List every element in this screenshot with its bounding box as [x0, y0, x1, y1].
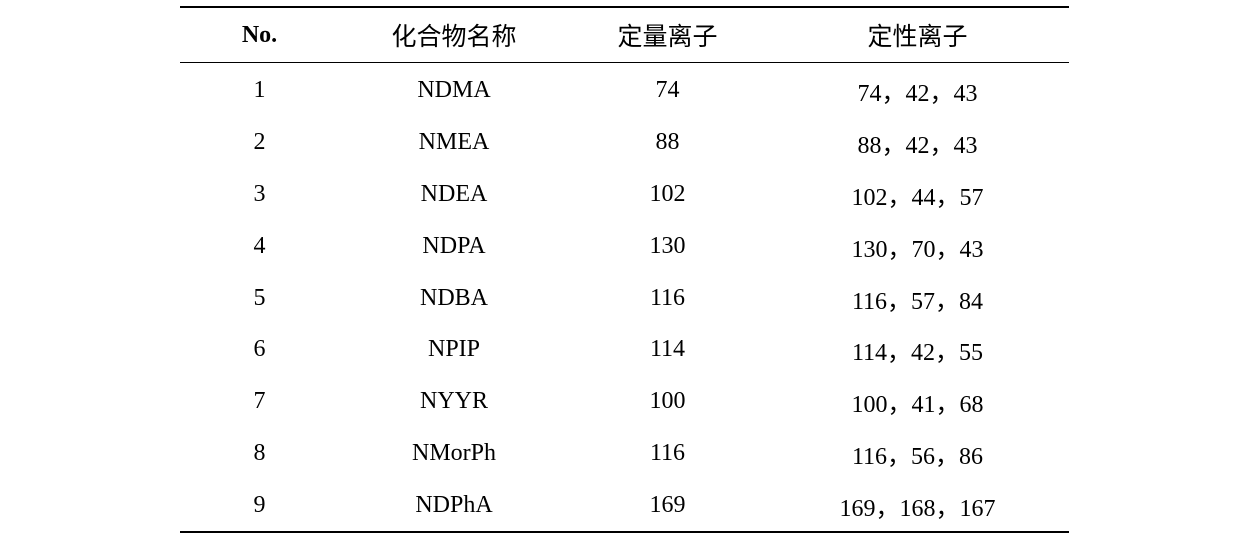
cell-quant: 114 [649, 336, 686, 363]
table-row: 7 NYYR 100 100，41，68 [180, 376, 1069, 428]
cell-quant: 130 [649, 232, 686, 259]
header-qualitative-ion: 定性离子 [766, 7, 1069, 63]
cell-qual: 100，41，68 [851, 392, 984, 419]
cell-qual: 74，42，43 [857, 81, 978, 108]
cell-quant: 74 [655, 77, 680, 104]
header-compound-name: 化合物名称 [339, 7, 569, 63]
cell-no: 8 [253, 439, 266, 466]
cell-no: 5 [253, 284, 266, 311]
cell-qual: 130，70，43 [851, 236, 984, 263]
cell-quant: 100 [649, 388, 686, 415]
cell-qual: 114，42，55 [851, 340, 984, 367]
table-row: 1 NDMA 74 74，42，43 [180, 63, 1069, 117]
cell-no: 3 [253, 180, 266, 207]
cell-qual: 116，56，86 [851, 443, 984, 470]
cell-quant: 116 [649, 439, 686, 466]
table-row: 3 NDEA 102 102，44，57 [180, 169, 1069, 221]
cell-quant: 116 [649, 284, 686, 311]
ion-table-container: No. 化合物名称 定量离子 定性离子 1 NDMA 74 74，42，43 2… [180, 6, 1069, 533]
cell-quant: 88 [655, 129, 680, 156]
cell-name: NDPA [422, 232, 486, 259]
cell-no: 7 [253, 388, 266, 415]
cell-qual: 88，42，43 [857, 133, 978, 160]
cell-name: NDMA [417, 77, 491, 104]
cell-name: NDEA [420, 180, 488, 207]
ion-table: No. 化合物名称 定量离子 定性离子 1 NDMA 74 74，42，43 2… [180, 6, 1069, 533]
cell-name: NPIP [427, 336, 481, 363]
table-row: 6 NPIP 114 114，42，55 [180, 324, 1069, 376]
cell-qual: 169，168，167 [839, 495, 996, 522]
table-row: 4 NDPA 130 130，70，43 [180, 220, 1069, 272]
cell-no: 6 [253, 336, 266, 363]
cell-quant: 102 [649, 180, 686, 207]
table-header-row: No. 化合物名称 定量离子 定性离子 [180, 7, 1069, 63]
cell-name: NMorPh [411, 439, 496, 466]
cell-no: 9 [253, 491, 266, 518]
header-no: No. [180, 7, 339, 63]
cell-no: 2 [253, 129, 266, 156]
cell-name: NDPhA [415, 491, 493, 518]
cell-name: NYYR [419, 388, 488, 415]
cell-name: NDBA [419, 284, 488, 311]
cell-no: 4 [253, 232, 266, 259]
header-quantitative-ion: 定量离子 [569, 7, 766, 63]
cell-quant: 169 [649, 491, 686, 518]
cell-name: NMEA [418, 129, 490, 156]
cell-qual: 116，57，84 [851, 288, 984, 315]
table-row: 8 NMorPh 116 116，56，86 [180, 428, 1069, 480]
cell-qual: 102，44，57 [851, 184, 984, 211]
table-row: 2 NMEA 88 88，42，43 [180, 117, 1069, 169]
table-row: 5 NDBA 116 116，57，84 [180, 272, 1069, 324]
cell-no: 1 [253, 77, 266, 104]
table-row: 9 NDPhA 169 169，168，167 [180, 479, 1069, 532]
